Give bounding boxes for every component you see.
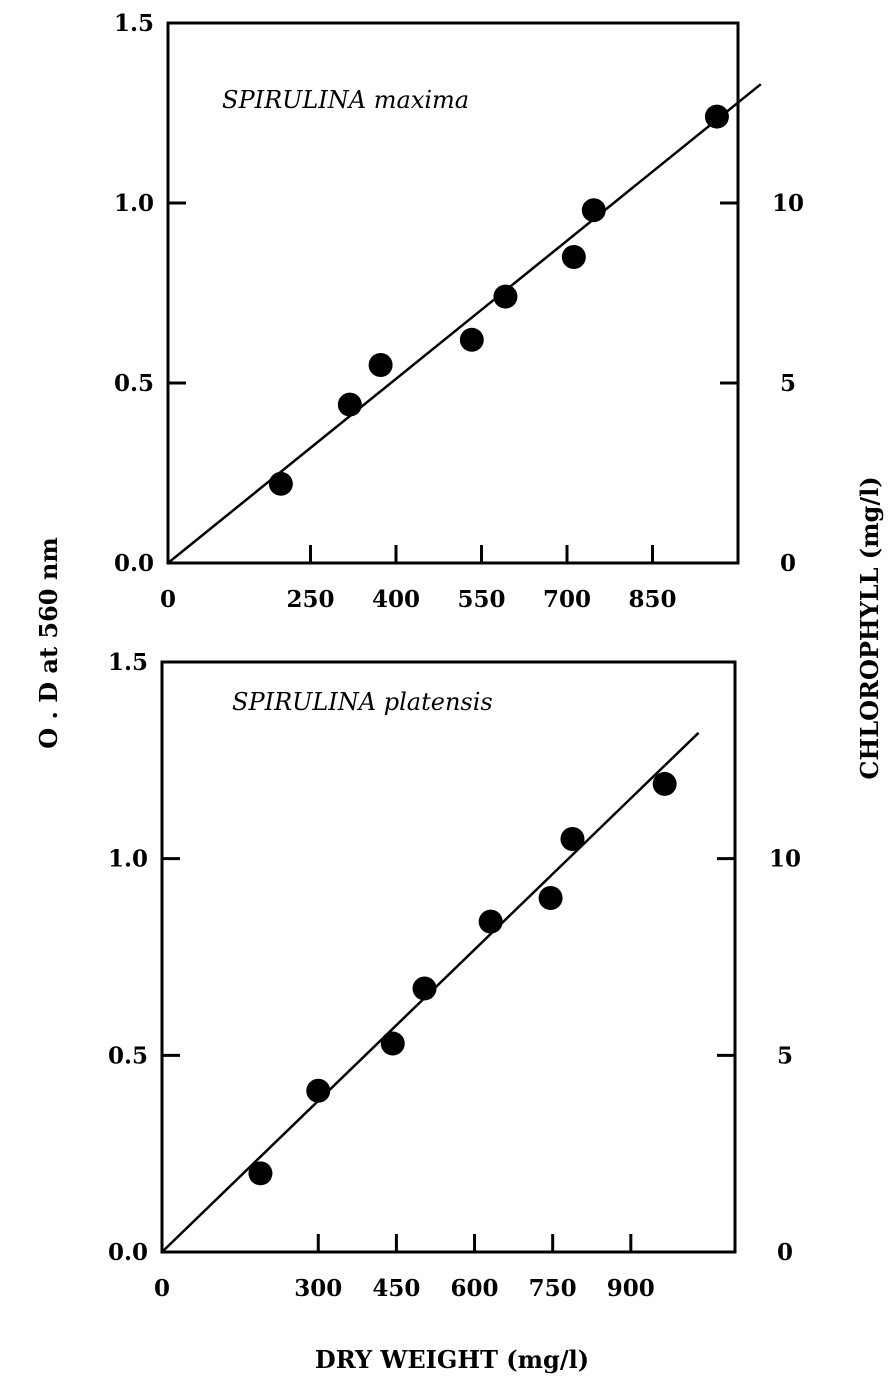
x-tick-label: 250	[286, 586, 334, 613]
data-point	[560, 827, 585, 851]
data-point	[368, 353, 393, 377]
y-tick-label: 1.0	[114, 190, 154, 217]
data-point	[478, 909, 503, 934]
y2-tick-label: 10	[772, 190, 804, 217]
x-tick-label: 550	[457, 586, 505, 613]
chart-title: SPIRULINA maxima	[222, 86, 469, 114]
x-tick-label: 0	[154, 1275, 170, 1302]
x-tick-label: 0	[160, 586, 176, 613]
data-point	[248, 1161, 273, 1186]
data-point	[412, 976, 437, 1001]
x-tick-label: 300	[294, 1275, 342, 1302]
data-point	[652, 771, 677, 796]
data-layer: 0.0 0.5 1.0 1.5 0 5 10 0 300 450 600 750 900	[108, 649, 801, 1302]
x-tick-label: 600	[451, 1275, 499, 1302]
x-axis-title: DRY WEIGHT (mg/l)	[315, 1345, 589, 1374]
data-point	[561, 245, 586, 269]
y2-tick-label: 10	[769, 846, 801, 873]
x-tick-label: 400	[372, 586, 420, 613]
fit-line	[167, 83, 762, 564]
y-tick-label: 1.5	[114, 10, 154, 37]
y-axis-title: O . D at 560 nm	[34, 537, 63, 748]
y2-tick-label: 0	[780, 550, 796, 577]
data-point	[337, 392, 362, 417]
data-point	[538, 886, 563, 910]
data-point	[380, 1031, 405, 1056]
x-tick-label: 450	[372, 1275, 420, 1302]
plot-frame	[166, 21, 740, 565]
y-tick-label: 0.5	[108, 1042, 148, 1069]
y2-tick-label: 0	[777, 1239, 793, 1266]
data-point	[493, 284, 518, 309]
x-tick-label: 700	[543, 586, 591, 613]
y-tick-label: 0.5	[114, 370, 154, 397]
y-tick-label: 0.0	[108, 1239, 148, 1266]
y-tick-label: 0.0	[114, 550, 154, 577]
x-tick-label: 900	[607, 1275, 655, 1302]
data-point	[704, 104, 729, 129]
y2-tick-label: 5	[780, 370, 796, 397]
data-point	[459, 327, 484, 352]
data-point	[306, 1078, 331, 1103]
chart-panel-platensis: SPIRULINA platensis 0.0 0.5 1.0 1.5 0 5 10 0 300…	[108, 649, 801, 1302]
x-tick-label: 850	[628, 586, 676, 613]
x-tick-label: 750	[529, 1275, 577, 1302]
data-point	[581, 198, 606, 223]
y-tick-label: 1.0	[108, 846, 148, 873]
chart-title: SPIRULINA platensis	[232, 688, 493, 716]
y2-tick-label: 5	[777, 1042, 793, 1069]
y-tick-label: 1.5	[108, 649, 148, 676]
data-point	[268, 471, 293, 496]
y2-axis-title: CHLOROPHYLL (mg/l)	[855, 476, 884, 779]
plot-frame	[160, 660, 737, 1254]
